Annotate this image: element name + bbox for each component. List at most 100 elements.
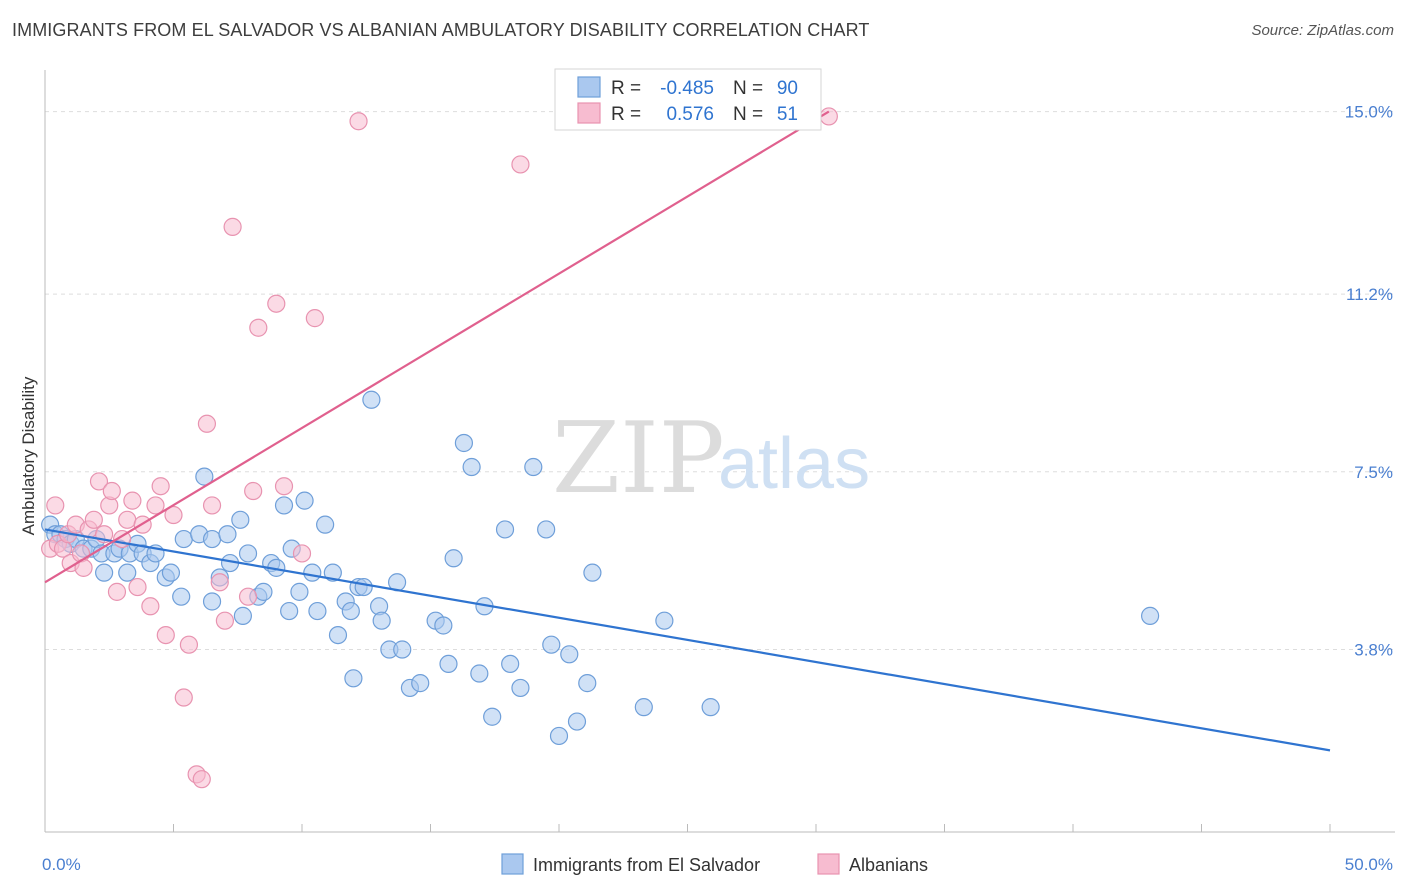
el-salvador-point-59 <box>411 674 430 693</box>
albanians-point-15 <box>107 582 127 601</box>
gridlines <box>45 111 1395 651</box>
bottom-legend-label-el-salvador: Immigrants from El Salvador <box>533 855 760 875</box>
el-salvador-point-24 <box>195 467 214 486</box>
albanians-point-42 <box>349 112 368 131</box>
el-salvador-point-13 <box>118 563 137 582</box>
trend-line-albanians <box>44 110 830 584</box>
y-axis-label: Ambulatory Disability <box>19 376 38 535</box>
el-salvador-point-80 <box>634 698 653 717</box>
watermark-zip: ZIP <box>552 402 725 516</box>
el-salvador-point-78 <box>578 674 597 693</box>
el-salvador-point-57 <box>393 640 412 659</box>
el-salvador-point-76 <box>560 645 579 664</box>
el-salvador-point-51 <box>354 577 373 597</box>
el-salvador-point-44 <box>316 515 335 534</box>
el-salvador-point-37 <box>274 496 294 515</box>
albanians-point-17 <box>118 510 137 529</box>
el-salvador-point-40 <box>290 582 309 601</box>
axes <box>44 70 1395 833</box>
albanians-point-27 <box>179 635 199 654</box>
albanians-point-18 <box>123 491 142 510</box>
albanians-point-41 <box>305 309 324 328</box>
albanians-point-32 <box>210 573 229 592</box>
albanians-point-19 <box>128 577 147 597</box>
legend-swatch-pink <box>577 102 601 124</box>
trend-line-el-salvador <box>44 528 1331 752</box>
x-tick-label-1: 50.0% <box>1345 855 1393 874</box>
source-credit: Source: ZipAtlas.com <box>1251 22 1394 39</box>
el-salvador-point-74 <box>542 635 561 654</box>
legend-n-label-1: N = <box>733 78 763 99</box>
albanians-point-21 <box>141 597 160 616</box>
series-legend: Immigrants from El Salvador Albanians <box>501 853 928 875</box>
series-albanians <box>41 107 838 789</box>
y-tick-labels: 3.8% 7.5% 11.2% 15.0% <box>1345 103 1393 660</box>
albanians-point-40 <box>292 544 312 563</box>
legend-n-value-2: 51 <box>777 104 798 125</box>
el-salvador-point-45 <box>323 563 342 582</box>
el-salvador-point-30 <box>231 510 250 529</box>
el-salvador-point-38 <box>280 601 299 621</box>
albanians-point-1 <box>46 496 65 515</box>
correlation-legend: R = -0.485 N = 90 R = 0.576 N = 51 <box>554 68 822 131</box>
el-salvador-point-68 <box>483 707 502 726</box>
y-tick-label-0: 3.8% <box>1354 641 1393 660</box>
chart-title: IMMIGRANTS FROM EL SALVADOR VS ALBANIAN … <box>12 20 870 40</box>
albanians-point-29 <box>192 770 211 789</box>
legend-r-label-1: R = <box>611 78 641 99</box>
y-tick-label-1: 7.5% <box>1354 463 1393 482</box>
el-salvador-point-22 <box>174 529 193 549</box>
el-salvador-point-72 <box>524 457 543 477</box>
el-salvador-point-49 <box>344 669 363 688</box>
el-salvador-point-21 <box>172 587 191 606</box>
el-salvador-point-65 <box>462 457 481 477</box>
el-salvador-point-75 <box>549 726 569 746</box>
el-salvador-point-83 <box>1140 606 1160 625</box>
albanians-point-38 <box>267 294 286 313</box>
el-salvador-point-32 <box>238 544 258 563</box>
el-salvador-point-28 <box>218 525 237 544</box>
x-tick-label-0: 0.0% <box>42 855 81 874</box>
el-salvador-point-77 <box>567 712 587 731</box>
series-el-salvador <box>41 390 1160 746</box>
el-salvador-point-34 <box>254 582 273 601</box>
el-salvador-point-54 <box>372 611 391 630</box>
legend-swatch-blue <box>577 76 601 98</box>
y-tick-label-2: 11.2% <box>1346 285 1393 304</box>
albanians-point-14 <box>102 481 121 501</box>
albanians-point-39 <box>274 477 294 496</box>
el-salvador-point-43 <box>308 601 327 621</box>
el-salvador-point-61 <box>434 616 453 635</box>
el-salvador-point-66 <box>470 664 489 683</box>
trend-lines <box>44 110 1331 752</box>
el-salvador-point-20 <box>161 563 181 582</box>
albanians-point-33 <box>215 611 234 630</box>
el-salvador-point-62 <box>439 654 458 674</box>
el-salvador-point-48 <box>341 601 360 621</box>
watermark: ZIP atlas <box>552 402 870 516</box>
albanians-point-26 <box>174 688 193 707</box>
el-salvador-point-70 <box>501 654 520 674</box>
el-salvador-point-82 <box>701 698 720 717</box>
bottom-legend-label-albanians: Albanians <box>849 855 928 875</box>
el-salvador-point-69 <box>495 520 515 539</box>
y-tick-label-3: 15.0% <box>1345 103 1393 122</box>
el-salvador-point-73 <box>537 520 556 539</box>
albanians-point-11 <box>89 472 109 491</box>
albanians-point-30 <box>197 414 217 433</box>
legend-r-value-1: -0.485 <box>660 78 714 99</box>
albanians-point-43 <box>511 155 530 174</box>
albanians-point-36 <box>244 481 263 501</box>
albanians-point-22 <box>146 496 165 515</box>
watermark-atlas: atlas <box>718 424 870 504</box>
el-salvador-point-81 <box>655 611 674 630</box>
albanians-point-31 <box>202 496 222 515</box>
el-salvador-point-25 <box>202 529 222 549</box>
el-salvador-point-31 <box>233 606 252 625</box>
albanians-point-23 <box>151 477 170 496</box>
el-salvador-point-64 <box>454 433 474 453</box>
albanians-point-34 <box>223 217 242 236</box>
el-salvador-point-79 <box>583 563 602 582</box>
el-salvador-point-26 <box>202 592 222 611</box>
